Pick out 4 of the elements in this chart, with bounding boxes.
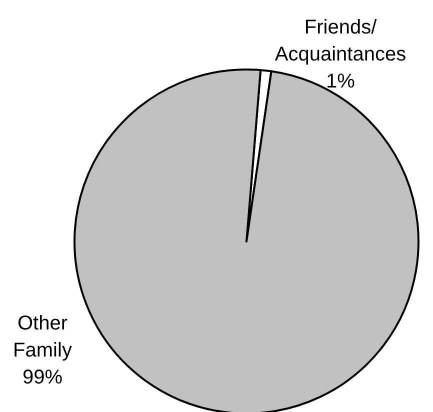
data-label: 1% — [326, 70, 356, 92]
slice-label: Other Family — [13, 312, 72, 362]
data-label: 99% — [22, 366, 63, 388]
slice-label: Friends/Acquaintances — [274, 16, 406, 66]
